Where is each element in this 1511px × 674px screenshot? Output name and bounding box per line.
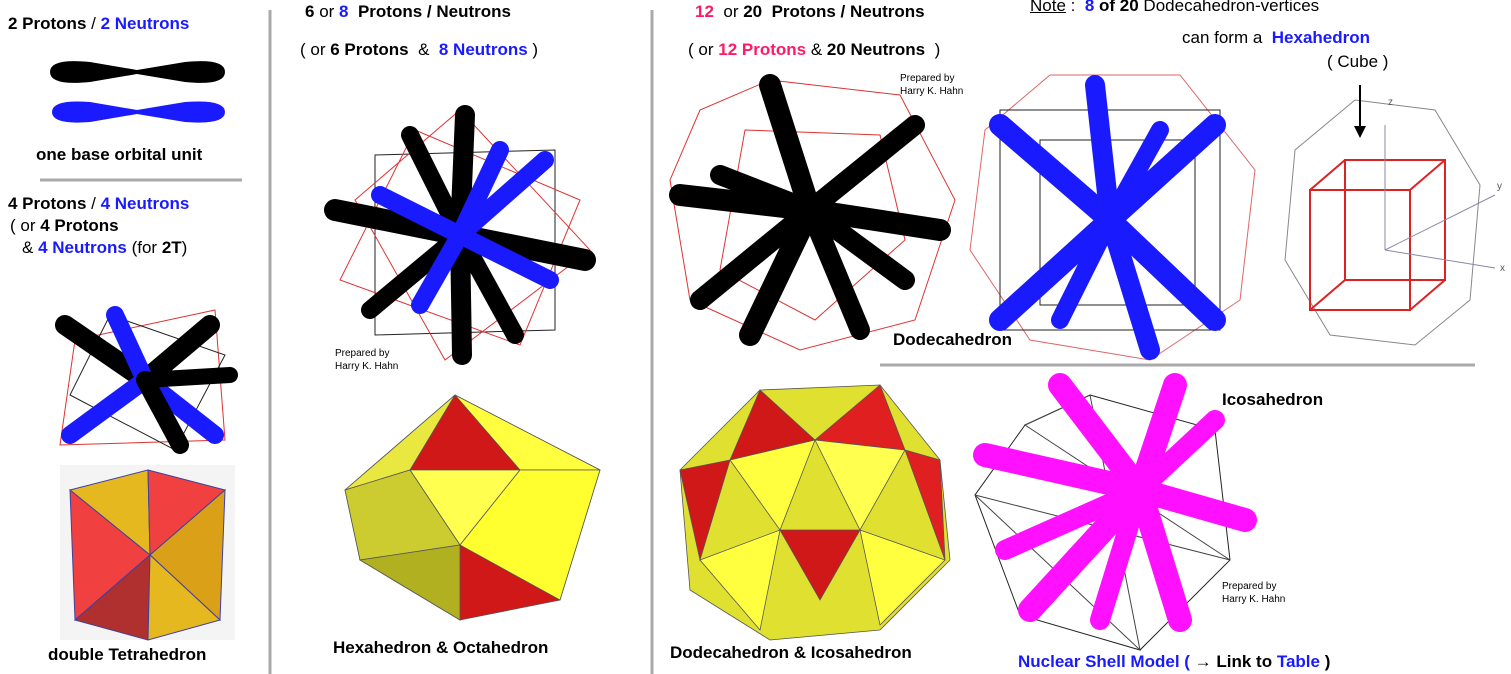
heading: 4 Protons / 4 Neutrons — [8, 194, 189, 214]
text-run: ( or — [688, 40, 719, 59]
credit: Prepared by Harry K. Hahn — [1222, 580, 1285, 606]
text-run: / — [86, 14, 101, 33]
caption: one base orbital unit — [36, 145, 203, 164]
text-run: ( or — [300, 40, 331, 59]
heading: 6 or 8 Protons / Neutrons — [305, 2, 511, 22]
text-run: : — [1065, 0, 1085, 15]
text-run: Protons / Neutrons — [762, 2, 925, 21]
text-run: Protons / Neutrons — [348, 2, 511, 21]
dodeca-icosa — [679, 384, 951, 641]
cube-diagram — [1284, 85, 1496, 346]
text-run: 2 Neutrons — [100, 14, 190, 33]
text-run: Harry K. Hahn — [335, 361, 399, 372]
text-run: 4 Protons — [8, 194, 87, 213]
text-run[interactable]: Link to — [1211, 652, 1277, 671]
text-run: 8 — [339, 2, 349, 21]
dodeca-star — [669, 74, 956, 351]
text-run[interactable]: → — [1194, 652, 1212, 671]
text-run: 6 Protons — [330, 40, 409, 59]
text-run: 8 Neutrons — [438, 40, 528, 59]
text-run: 4 Neutrons — [38, 238, 127, 257]
note: can form a Hexahedron — [1182, 28, 1370, 48]
text-run: ) — [181, 238, 188, 257]
heading: 2 Protons / 2 Neutrons — [8, 14, 189, 34]
credit: Prepared by Harry K. Hahn — [335, 347, 398, 373]
label: Icosahedron — [1222, 390, 1324, 409]
text-run: 20 Neutrons — [826, 40, 926, 59]
text-run[interactable]: Nuclear Shell Model ( — [1018, 652, 1195, 671]
credit: Prepared by Harry K. Hahn — [900, 72, 963, 98]
note: ( Cube ) — [1327, 52, 1389, 71]
text-run: Dodecahedron-vertices — [1138, 0, 1320, 15]
text-run: 2T — [161, 238, 182, 257]
axis-label: y — [1497, 181, 1502, 192]
text-run: ) — [925, 40, 941, 59]
text-run: Hexahedron — [1271, 28, 1371, 47]
text-run: Note — [1030, 0, 1066, 15]
text-run: of 20 — [1094, 0, 1139, 15]
octa-star — [324, 105, 596, 365]
text-line: ( or 12 Protons & 20 Neutrons ) — [688, 40, 940, 60]
text-run: 8 — [1084, 0, 1095, 15]
icosa-star — [973, 373, 1257, 652]
tetra-star — [55, 306, 238, 454]
axis-label: z — [1388, 97, 1393, 108]
text-run: & — [408, 40, 439, 59]
text-run: & — [22, 238, 39, 257]
text-run: can form a — [1182, 28, 1272, 47]
caption: Hexahedron & Octahedron — [333, 638, 549, 657]
text-run: Harry K. Hahn — [1222, 594, 1286, 605]
text-line: ( or 4 Protons — [10, 216, 119, 236]
text-line: ( or 6 Protons & 8 Neutrons ) — [300, 40, 538, 60]
text-run: 4 Protons — [40, 216, 119, 235]
text-run: Harry K. Hahn — [900, 86, 964, 97]
text-run: or — [314, 2, 340, 21]
text-run: Prepared by — [1222, 581, 1277, 592]
text-run: or — [713, 2, 744, 21]
text-run: ( or — [10, 216, 41, 235]
text-run: 12 — [695, 2, 714, 21]
text-run: 2 Protons — [8, 14, 87, 33]
link[interactable]: Nuclear Shell Model ( → Link to Table ) — [1018, 652, 1330, 672]
text-line: & 4 Neutrons (for 2T) — [22, 238, 187, 258]
double-tetrahedron — [60, 465, 235, 641]
axis-label: x — [1500, 263, 1505, 274]
base-orbitals — [50, 61, 225, 123]
text-run: (for — [126, 238, 162, 257]
text-run: Prepared by — [335, 348, 390, 359]
label: Dodecahedron — [893, 330, 1013, 349]
text-run[interactable]: ) — [1319, 652, 1331, 671]
text-run: ) — [527, 40, 539, 59]
text-run[interactable]: Table — [1276, 652, 1320, 671]
note: Note : 8 of 20 Dodecahedron-vertices — [1030, 0, 1319, 16]
hexa-octa — [344, 394, 601, 621]
text-run: & — [806, 40, 827, 59]
caption: Dodecahedron & Icosahedron — [670, 643, 912, 662]
heading: 12 or 20 Protons / Neutrons — [695, 2, 925, 22]
text-run: 20 — [743, 2, 763, 21]
text-run: 12 Protons — [718, 40, 807, 59]
text-run: / — [86, 194, 101, 213]
text-run: 4 Neutrons — [100, 194, 190, 213]
text-run: Prepared by — [900, 73, 955, 84]
caption: double Tetrahedron — [48, 645, 207, 664]
text-run: 6 — [305, 2, 315, 21]
dodeca-cube-star — [969, 74, 1256, 361]
